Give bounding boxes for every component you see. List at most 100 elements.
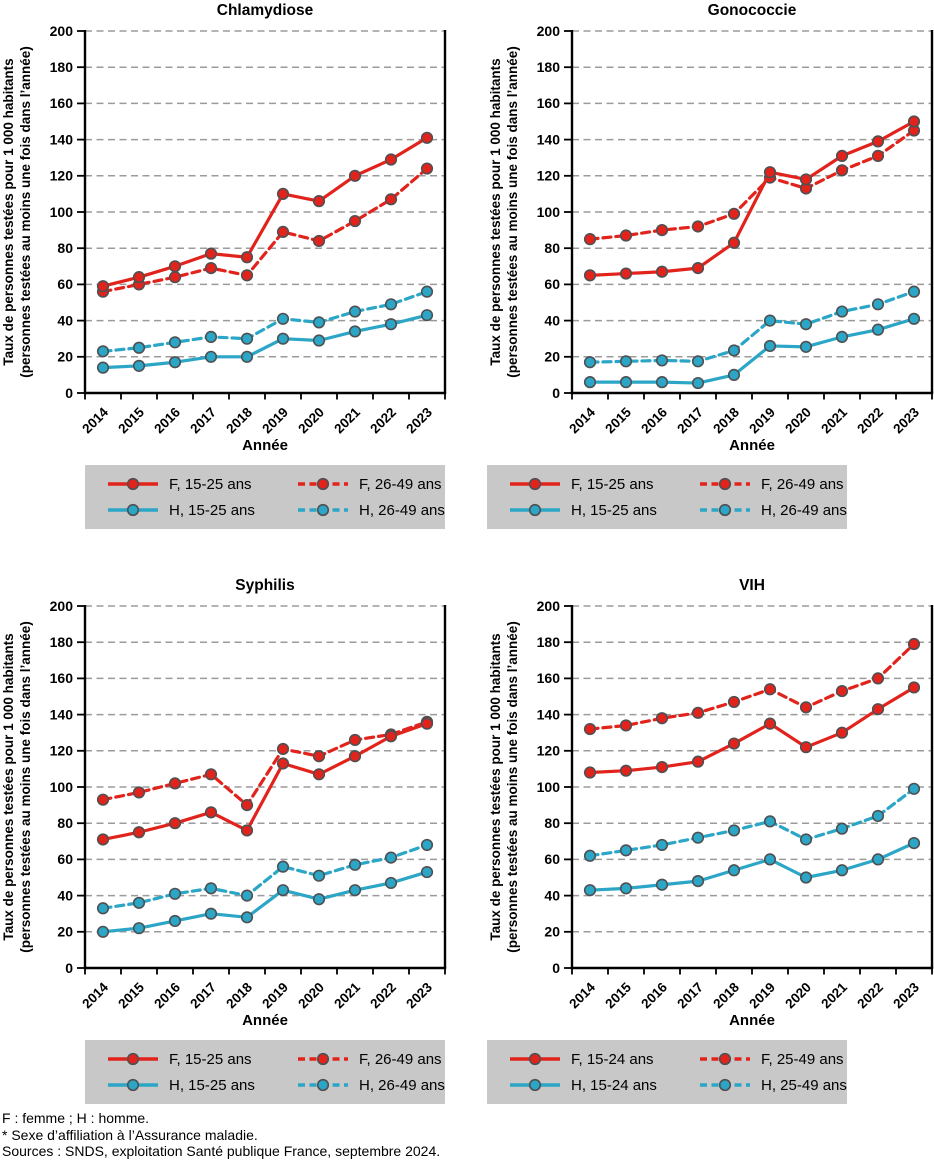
legend-item: H, 26-49 ans: [677, 497, 847, 523]
y-tick-label: 20: [57, 349, 73, 365]
y-tick-label: 20: [544, 349, 560, 365]
legend-label: F, 15-24 ans: [571, 1050, 654, 1068]
data-point: [655, 760, 669, 774]
legend-item: F, 15-25 ans: [85, 1046, 275, 1072]
data-point: [763, 166, 777, 179]
data-point: [312, 316, 326, 329]
data-point: [168, 777, 182, 790]
legend-label: H, 15-25 ans: [169, 1076, 255, 1094]
x-tick-label: 2015: [602, 979, 634, 1011]
x-tick-label: 2022: [367, 405, 399, 437]
legend-marker-sample: [528, 503, 542, 517]
legend-marker-sample: [528, 1078, 542, 1092]
data-point: [384, 318, 398, 331]
y-tick-label: 200: [50, 23, 74, 39]
data-point: [799, 340, 813, 353]
data-point: [348, 750, 362, 763]
legend-marker-sample: [528, 477, 542, 491]
data-point: [96, 925, 110, 938]
data-point: [240, 332, 254, 345]
x-tick-label: 2020: [295, 980, 327, 1012]
series-line-f26-49ans: [101, 166, 429, 294]
data-point: [240, 799, 254, 812]
y-tick-label: 80: [544, 240, 560, 256]
series-line-h15-25ans: [101, 870, 429, 934]
x-axis-label: Année: [242, 1012, 288, 1029]
legend-label: F, 26-49 ans: [359, 1050, 442, 1068]
data-point: [204, 882, 218, 895]
data-point: [835, 864, 849, 877]
x-tick-label: 2023: [890, 979, 922, 1011]
y-tick-label: 100: [50, 204, 74, 220]
data-point: [619, 764, 633, 777]
y-axis-label-line1: Taux de personnes testées pour 1 000 hab…: [1, 58, 16, 365]
data-point: [204, 907, 218, 920]
data-point: [871, 672, 885, 685]
x-tick-label: 2020: [295, 405, 327, 437]
data-point: [132, 922, 146, 935]
x-tick-label: 2023: [890, 404, 922, 436]
data-point: [583, 269, 597, 282]
data-point: [835, 684, 849, 698]
x-tick-label: 2018: [710, 979, 742, 1011]
legend-item: H, 25-49 ans: [677, 1072, 847, 1098]
dashed-line-swatch-icon: [700, 503, 750, 517]
legend-marker-sample: [126, 1078, 140, 1092]
series-line-f25-49ans: [588, 642, 916, 731]
y-tick-label: 180: [537, 59, 561, 75]
data-point: [312, 195, 326, 208]
x-tick-label: 2016: [638, 979, 670, 1011]
data-point: [276, 332, 290, 345]
y-tick-label: 140: [50, 706, 74, 722]
legend-label: F, 15-25 ans: [169, 1050, 252, 1068]
series-line-h26-49ans: [101, 843, 429, 910]
legend-label: H, 15-25 ans: [571, 501, 657, 519]
data-point: [727, 344, 741, 357]
data-point: [312, 334, 326, 347]
data-point: [619, 267, 633, 280]
x-tick-label: 2014: [566, 404, 598, 436]
data-point: [276, 742, 290, 756]
x-tick-label: 2015: [115, 979, 147, 1011]
dashed-line-swatch-icon: [298, 503, 348, 517]
data-point: [583, 722, 597, 736]
data-point: [96, 280, 110, 293]
data-point: [312, 768, 326, 781]
legend-item: F, 15-25 ans: [85, 471, 275, 497]
vih-legend: F, 15-24 ans F, 25-49 ans H, 15-24 ans H, 2…: [487, 1040, 847, 1104]
data-point: [384, 730, 398, 743]
legend-label: H, 26-49 ans: [359, 501, 445, 519]
footnote-asterisk: * Sexe d’affiliation à l’Assurance malad…: [2, 1126, 258, 1143]
x-tick-label: 2023: [403, 979, 435, 1011]
x-tick-label: 2015: [602, 404, 634, 436]
data-point: [655, 712, 669, 725]
x-tick-label: 2017: [187, 405, 219, 437]
series-line-h25-49ans: [588, 787, 916, 858]
data-point: [871, 323, 885, 336]
x-tick-label: 2017: [187, 980, 219, 1012]
data-point: [727, 824, 741, 837]
legend-label: F, 15-25 ans: [571, 475, 654, 493]
data-point: [907, 637, 921, 651]
x-tick-label: 2016: [151, 404, 183, 436]
data-point: [907, 681, 921, 694]
data-point: [420, 865, 434, 879]
data-point: [727, 864, 741, 877]
legend-marker-sample: [126, 1052, 140, 1066]
data-point: [240, 350, 254, 363]
x-tick-label: 2022: [854, 405, 886, 437]
data-point: [835, 164, 849, 177]
data-point: [655, 354, 669, 367]
y-tick-label: 200: [50, 598, 74, 614]
data-point: [799, 173, 813, 186]
x-axis-label: Année: [242, 437, 288, 454]
data-point: [655, 878, 669, 891]
data-point: [655, 376, 669, 389]
y-tick-label: 0: [552, 385, 560, 401]
data-point: [799, 741, 813, 754]
data-point: [348, 214, 362, 228]
legend-item: F, 15-24 ans: [487, 1046, 677, 1072]
x-tick-label: 2019: [259, 405, 291, 437]
solid-line-swatch-icon: [108, 1052, 158, 1066]
data-point: [240, 251, 254, 264]
